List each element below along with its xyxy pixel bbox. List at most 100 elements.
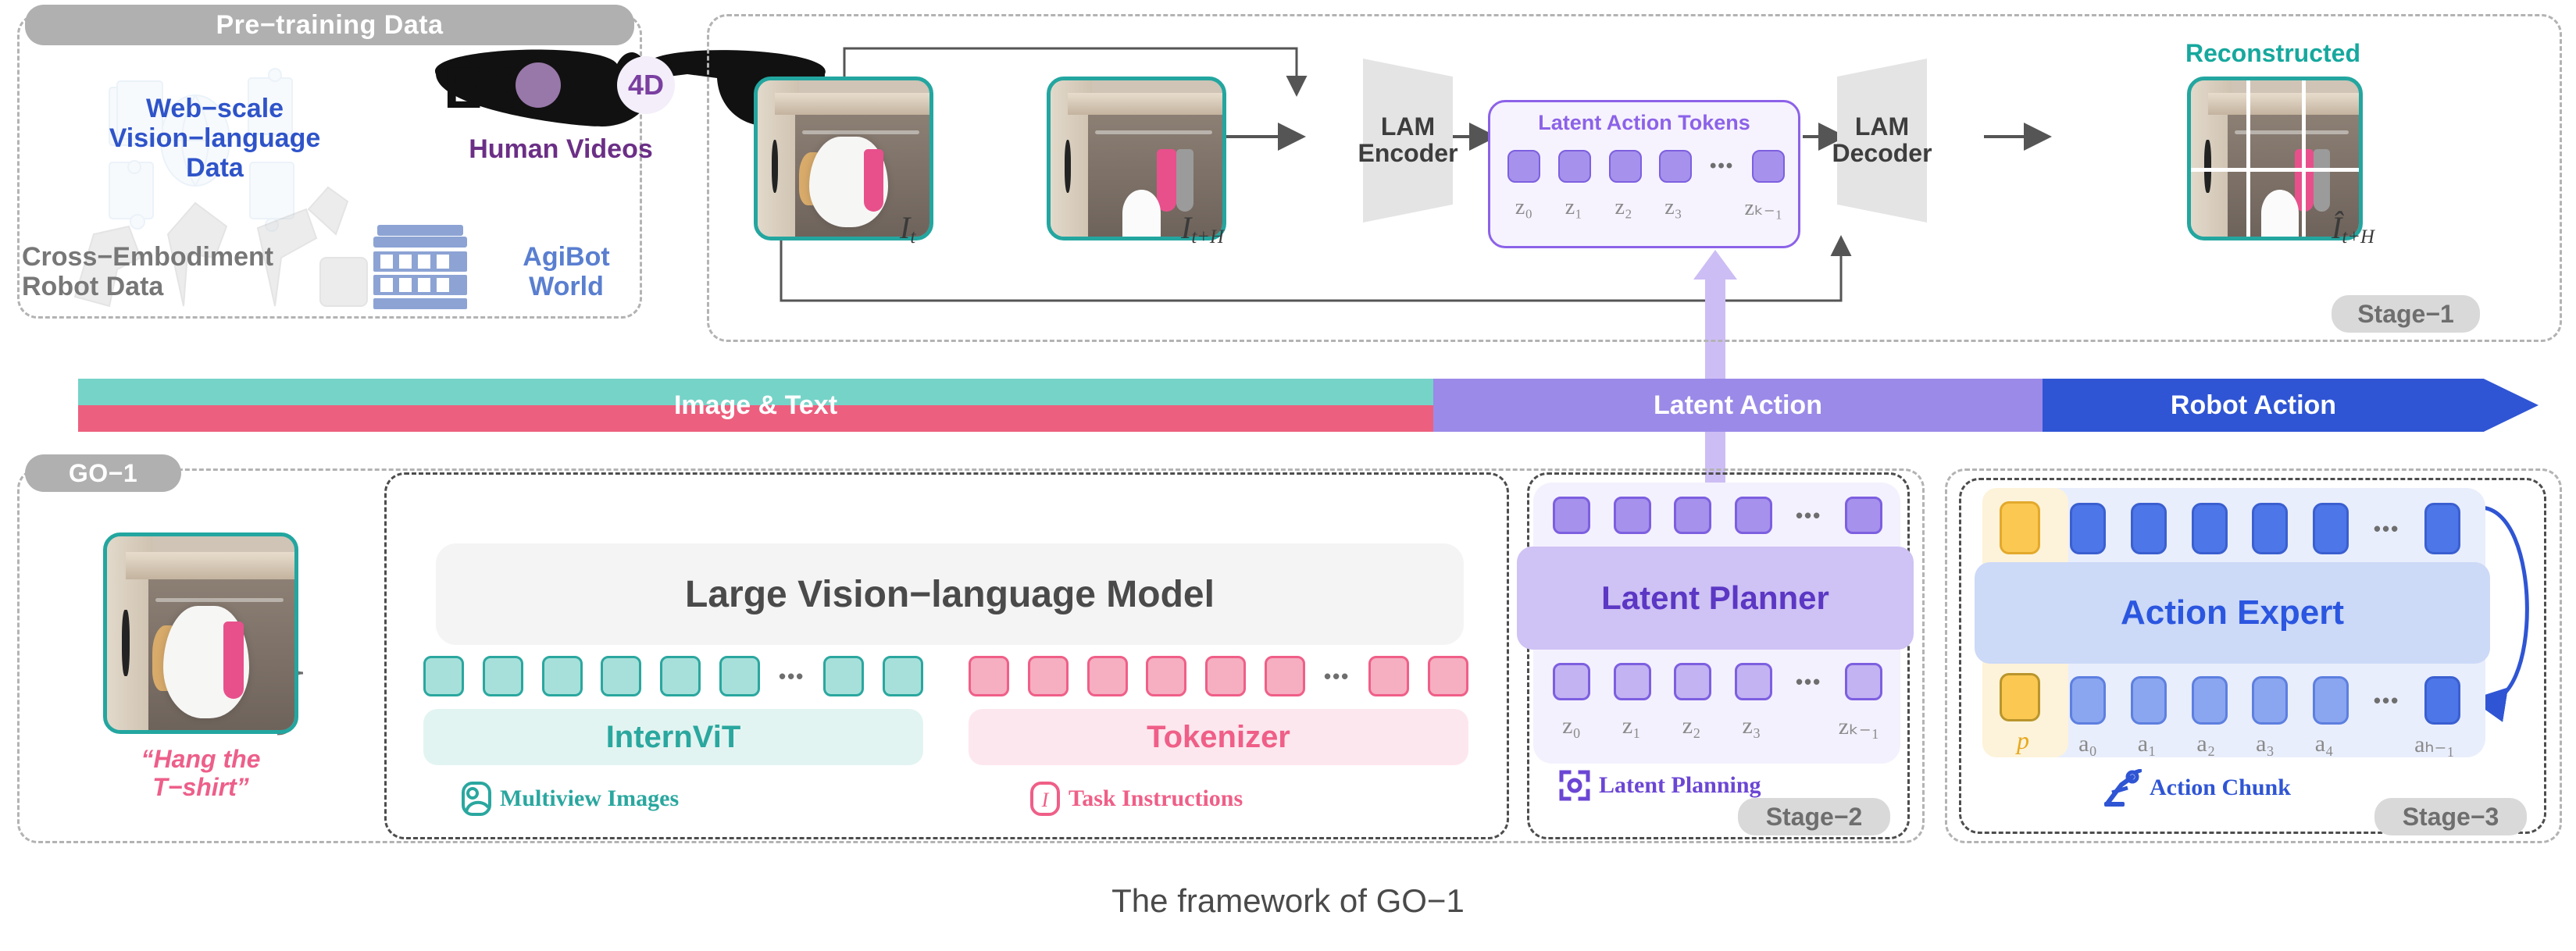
frame-t-label: It (900, 210, 916, 248)
action-chunk-legend-label: Action Chunk (2150, 775, 2291, 800)
latent-focus-icon (1559, 770, 1590, 801)
ellipsis: ••• (1795, 669, 1822, 693)
planner-token (1553, 497, 1590, 534)
text-token (1265, 656, 1306, 696)
text-token (1086, 656, 1128, 696)
tokenizer-bar: Tokenizer (969, 709, 1468, 765)
planner-token (1735, 497, 1773, 534)
a-label: aₕ₋₁ (2414, 731, 2455, 757)
latent-token (1659, 150, 1693, 183)
go1-input-image (103, 532, 298, 734)
latent-token (1751, 150, 1785, 183)
action-token (2313, 676, 2349, 725)
pretraining-item-cross-embodiment-label: Cross−Embodiment Robot Data (22, 242, 274, 302)
a-label: a₄ (2314, 731, 2334, 757)
z-label: z₀ (1515, 195, 1533, 219)
vision-token (541, 656, 583, 696)
planner-bottom-token-row: ••• (1553, 662, 1882, 701)
modality-spectrum-bar: Image & Text Latent Action Robot Action (78, 379, 2539, 432)
action-token (2130, 676, 2167, 725)
pretraining-title: Pre−training Data (25, 5, 634, 45)
text-token (1427, 656, 1468, 696)
lvlm-inner-panel (384, 472, 1509, 839)
ellipsis: ••• (1710, 155, 1735, 176)
planner-top-token-row: ••• (1553, 496, 1882, 535)
action-token (2191, 676, 2228, 725)
prefix-token (2000, 501, 2040, 554)
text-token (969, 656, 1009, 696)
text-legend: I Task Instructions (1029, 781, 1243, 817)
vision-token (823, 656, 865, 696)
latent-token (1608, 150, 1642, 183)
prefix-top-cell (2000, 501, 2046, 556)
ego4d-badge: 4D (617, 56, 675, 114)
svg-text:I: I (1041, 789, 1050, 811)
action-token (2313, 503, 2349, 554)
frame-t-plus-h-image (1047, 77, 1226, 240)
spectrum-label-image-text: Image & Text (673, 390, 838, 420)
pretraining-item-web-scale-label: Web−scale Vision−language Data (109, 94, 321, 183)
vision-token (423, 656, 464, 696)
lvlm-box (436, 543, 1464, 645)
ellipsis: ••• (1323, 664, 1350, 688)
action-token (2252, 676, 2289, 725)
internvit-bar: InternViT (423, 709, 923, 765)
text-token (1146, 656, 1187, 696)
a-label: a₁ (2137, 731, 2157, 757)
robot-arm-icon (2104, 769, 2142, 807)
action-token (2070, 503, 2106, 554)
reconstructed-image (2187, 77, 2363, 240)
vision-token-row: ••• (423, 654, 923, 698)
stage3-outer-panel (1945, 468, 2562, 843)
spectrum-segment-latent-action: Latent Action (1433, 379, 2043, 432)
planner-token (1735, 663, 1773, 700)
ellipsis: ••• (2373, 688, 2400, 712)
go1-instruction: “Hang the T−shirt” (141, 745, 261, 801)
z-label: z₀ (1562, 713, 1581, 739)
vision-legend-label: Multiview Images (500, 785, 680, 811)
stage2-panel (1527, 472, 1910, 839)
lam-encoder: LAM Encoder (1358, 59, 1458, 223)
image-icon (462, 782, 491, 816)
planner-token (1674, 497, 1712, 534)
action-token (2424, 503, 2460, 554)
ellipsis: ••• (1795, 503, 1822, 527)
figure-caption: The framework of GO−1 (1111, 882, 1465, 919)
prefix-label: p (2017, 726, 2029, 754)
lvlm-label: Large Vision−language Model (685, 573, 1215, 615)
go1-panel (17, 468, 1925, 843)
lam-decoder: LAM Decoder (1832, 59, 1932, 223)
action-token-labels: a₀ a₁ a₂ a₃ a₄ aₕ₋₁ (2070, 726, 2460, 762)
z-label: z₂ (1614, 195, 1632, 219)
text-legend-label: Task Instructions (1069, 785, 1243, 811)
planner-token (1844, 663, 1882, 700)
globe-icon (516, 62, 561, 108)
spectrum-segment-robot-action: Robot Action (2043, 379, 2464, 432)
action-token (2424, 676, 2460, 725)
action-top-token-row: ••• (2070, 501, 2460, 556)
latent-planning-legend: Latent Planning (1558, 769, 1761, 802)
z-label: zₖ₋₁ (1838, 713, 1880, 739)
action-bottom-token-row: ••• (2070, 673, 2460, 728)
planner-token (1844, 497, 1882, 534)
go1-badge: GO−1 (25, 454, 181, 492)
action-token (2191, 503, 2228, 554)
vision-token (719, 656, 761, 696)
instruction-icon: I (1030, 782, 1060, 816)
stage-2-badge: Stage−2 (1738, 798, 1890, 835)
text-token (1205, 656, 1247, 696)
latent-planning-legend-label: Latent Planning (1599, 772, 1761, 798)
stage-3-badge: Stage−3 (2374, 798, 2527, 835)
reconstructed-frame-label: Ît+H (2332, 210, 2374, 248)
z-label: z₂ (1682, 713, 1701, 739)
ellipsis: ••• (2373, 516, 2400, 540)
action-expert-bar: Action Expert (1975, 562, 2490, 664)
stage3-panel (1959, 478, 2546, 834)
a-label: a₃ (2256, 731, 2275, 757)
z-label: z₃ (1742, 713, 1761, 739)
lam-decoder-label: LAM Decoder (1832, 112, 1932, 167)
text-token (1027, 656, 1069, 696)
latent-token (1557, 150, 1591, 183)
vision-token (601, 656, 642, 696)
z-label: z₁ (1622, 713, 1641, 739)
